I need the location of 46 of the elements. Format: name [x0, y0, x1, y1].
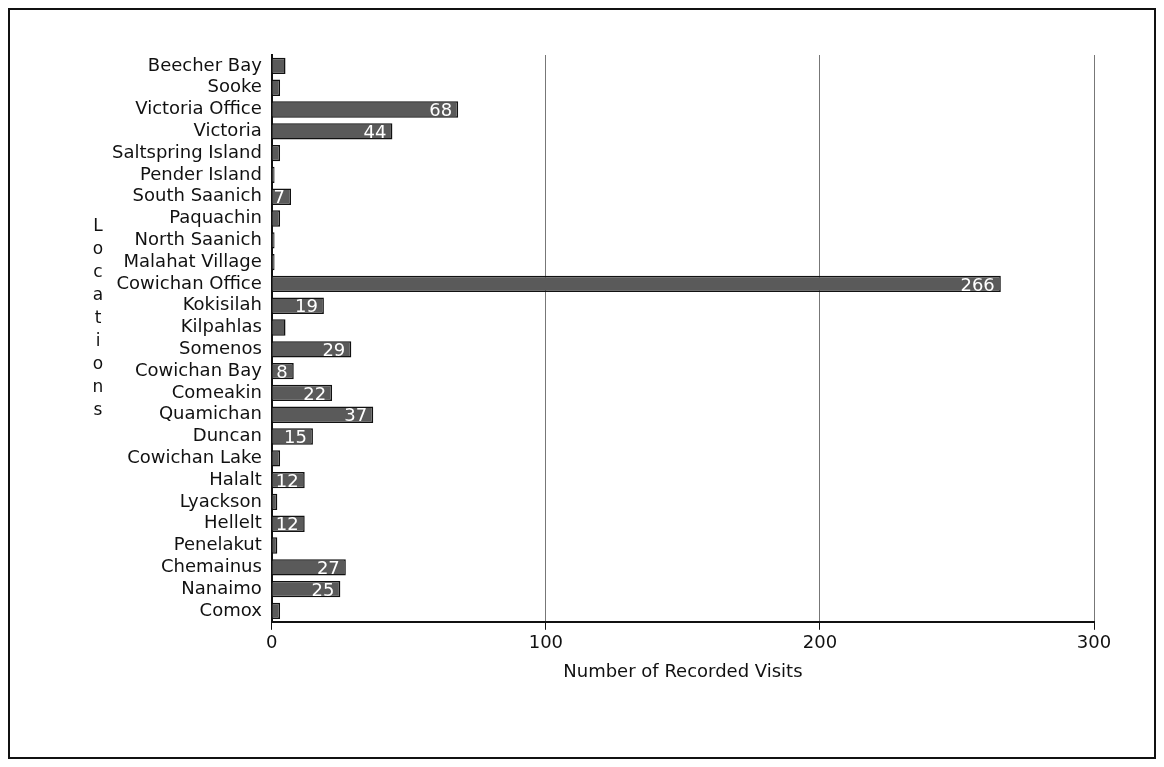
y-tick-label: Malahat Village — [123, 249, 262, 271]
y-tick-label: Hellelt — [204, 511, 262, 533]
data-label: 27 — [316, 556, 340, 578]
y-tick-label: Paquachin — [169, 206, 262, 228]
data-label: 25 — [311, 578, 335, 600]
y-tick-label: Cowichan Bay — [135, 358, 263, 380]
x-tick-label: 0 — [266, 631, 278, 653]
y-tick-label: Duncan — [192, 424, 262, 446]
x-tick-label: 200 — [802, 631, 838, 653]
data-label: 8 — [276, 360, 288, 382]
x-tick-label: 300 — [1076, 631, 1112, 653]
y-tick-label: Halalt — [209, 467, 262, 489]
y-tick-label: Quamichan — [158, 402, 262, 424]
text: Locations — [92, 214, 104, 419]
data-label: 37 — [344, 404, 368, 426]
y-tick-label: Cowichan Office — [116, 271, 262, 293]
y-tick-label: Pender Island — [139, 162, 262, 184]
y-tick-label: Sooke — [207, 75, 262, 97]
y-tick-label: Chemainus — [161, 554, 262, 576]
data-label: 68 — [429, 99, 453, 121]
y-tick-label: Penelakut — [173, 533, 262, 555]
data-label: 22 — [303, 382, 327, 404]
y-tick-label: South Saanich — [132, 184, 262, 206]
data-label: 266 — [960, 273, 995, 295]
data-label: 12 — [275, 469, 299, 491]
y-tick-label: Comox — [199, 598, 263, 620]
data-label: 29 — [322, 338, 346, 360]
y-tick-label: Beecher Bay — [147, 53, 263, 75]
y-tick-label: Cowichan Lake — [127, 445, 262, 467]
data-label: 12 — [275, 513, 299, 535]
x-axis-title: Number of Recorded Visits — [563, 659, 803, 681]
data-label: 7 — [273, 186, 286, 208]
data-label: 15 — [284, 426, 307, 448]
x-tick-label: 100 — [528, 631, 564, 653]
y-tick-label: Kokisilah — [182, 293, 262, 315]
data-label: 44 — [363, 120, 387, 142]
y-tick-label: Comeakin — [171, 380, 262, 402]
y-tick-label: Lyackson — [179, 489, 262, 511]
data-label: 19 — [294, 295, 318, 317]
y-tick-label: North Saanich — [134, 227, 262, 249]
y-tick-label: Saltspring Island — [112, 140, 262, 162]
y-tick-label: Kilpahlas — [180, 315, 262, 337]
y-tick-label: Victoria — [193, 118, 262, 140]
y-tick-label: Somenos — [178, 336, 262, 358]
y-tick-label: Victoria Office — [135, 97, 262, 119]
y-tick-label: Nanaimo — [181, 576, 262, 598]
